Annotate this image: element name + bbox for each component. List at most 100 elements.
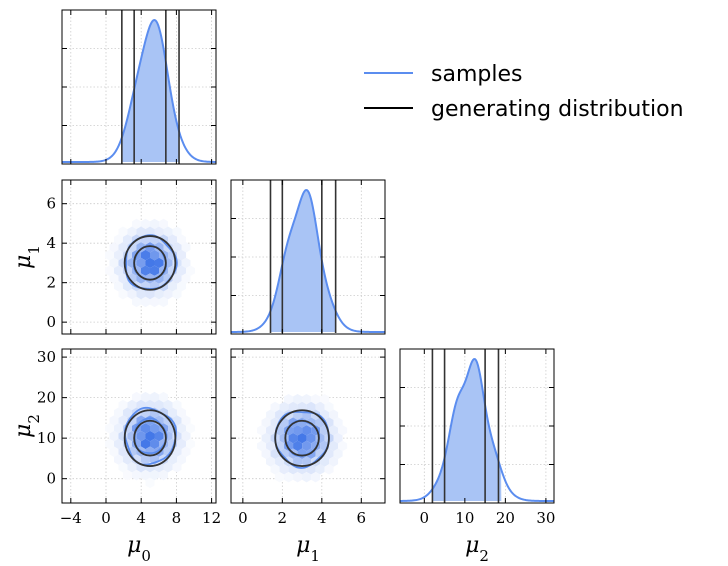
x-tick-label-μ0: −4 <box>60 509 82 527</box>
panel-border <box>61 179 217 335</box>
density-hex <box>145 273 155 284</box>
density-hex <box>270 401 280 413</box>
density-hex <box>311 393 321 405</box>
y-tick-label-μ1: 2 <box>46 274 56 292</box>
density-hex <box>177 281 187 292</box>
pair-panel-μ0-μ2 <box>62 349 216 503</box>
density-hex <box>297 432 307 444</box>
y-tick-label-μ1: 4 <box>46 234 56 252</box>
generating-contour <box>284 419 320 457</box>
density-hex <box>159 296 169 308</box>
x-axis-label-μ1: μ1 <box>296 533 320 565</box>
density-hex <box>177 423 187 434</box>
density-hex <box>279 464 289 475</box>
density-hex <box>257 440 267 452</box>
density-hex <box>113 423 123 434</box>
density-hex <box>333 432 343 444</box>
density-hex <box>284 393 294 405</box>
density-hex <box>177 454 187 465</box>
density-hex <box>306 401 316 413</box>
density-hex <box>122 234 132 245</box>
density-hex <box>140 469 150 481</box>
density-hex <box>293 425 303 436</box>
density-hex <box>293 471 303 483</box>
density-hex <box>136 257 146 269</box>
density-hex <box>181 273 191 284</box>
density-hex <box>118 226 128 237</box>
density-hex <box>266 456 276 467</box>
density-hex <box>113 438 123 450</box>
pair-panel-μ1-μ2 <box>231 349 385 503</box>
density-hex <box>177 234 187 245</box>
density-hex <box>338 440 348 452</box>
density-hex <box>338 425 348 436</box>
density-hex <box>181 430 191 442</box>
marginal-curve-μ0 <box>62 18 216 163</box>
panels-layer: −4 0 4 8 12 0 2 4 6 0 10 20 30 0 2 4 6 0 10 20 30 μ0 μ1 μ2 μ1 μ2 <box>11 9 555 565</box>
density-hex <box>113 249 123 261</box>
density-hex <box>329 425 339 436</box>
density-hex <box>177 407 187 418</box>
density-hex <box>145 226 155 237</box>
density-hex <box>150 218 160 230</box>
density-hex <box>150 391 160 403</box>
density-hex <box>145 430 155 442</box>
density-hex <box>315 401 325 413</box>
density-hex <box>113 265 123 276</box>
density-hex <box>109 257 119 269</box>
density-hex <box>131 218 141 230</box>
density-hex <box>163 226 173 237</box>
density-hex <box>261 432 271 444</box>
density-hex <box>150 296 160 308</box>
density-hex <box>168 454 178 465</box>
density-hex <box>288 432 298 444</box>
density-hex <box>172 446 182 457</box>
density-hex <box>159 469 169 481</box>
panel-border <box>230 348 386 504</box>
x-tick-label-μ0: 4 <box>136 509 146 527</box>
density-hex <box>109 430 119 442</box>
generating-contour <box>133 245 167 281</box>
density-hex <box>113 281 123 292</box>
density-hex <box>181 415 191 426</box>
density-hex <box>118 273 128 284</box>
x-tick-label-μ1: 4 <box>317 509 327 527</box>
y-tick-label-μ2: 30 <box>37 348 56 366</box>
density-hex <box>333 448 343 459</box>
density-hex <box>302 425 312 436</box>
density-hex <box>306 432 316 444</box>
y-axis-label-μ1: μ1 <box>11 245 43 269</box>
generating-contour <box>123 235 177 291</box>
density-hex <box>140 249 150 261</box>
density-hex <box>145 446 155 457</box>
density-hex <box>122 407 132 418</box>
density-hex <box>150 265 160 276</box>
density-hex <box>181 242 191 253</box>
density-hex <box>320 456 330 467</box>
density-hex <box>168 281 178 292</box>
density-hex <box>163 399 173 411</box>
density-hex <box>284 471 294 483</box>
density-hex <box>127 462 137 473</box>
density-hex <box>150 423 160 434</box>
marginal-fill-μ2 <box>432 359 502 501</box>
density-hex <box>140 438 150 450</box>
x-axis-label-μ2: μ2 <box>465 533 489 565</box>
density-hex <box>118 462 128 473</box>
density-hex <box>266 425 276 436</box>
density-hex <box>177 438 187 450</box>
density-hex <box>150 249 160 261</box>
y-tick-label-μ1: 0 <box>46 313 56 331</box>
density-hex <box>140 218 150 230</box>
y-tick-label-μ2: 0 <box>46 470 56 488</box>
density-hex <box>293 440 303 452</box>
density-hex <box>302 471 312 483</box>
density-hex <box>320 393 330 405</box>
density-hex <box>186 265 196 276</box>
x-tick-label-μ2: 30 <box>536 509 555 527</box>
density-hex <box>329 440 339 452</box>
x-tick-label-μ0: 12 <box>202 509 221 527</box>
density-hex <box>261 417 271 428</box>
density-hex <box>127 399 137 411</box>
density-hex <box>257 425 267 436</box>
